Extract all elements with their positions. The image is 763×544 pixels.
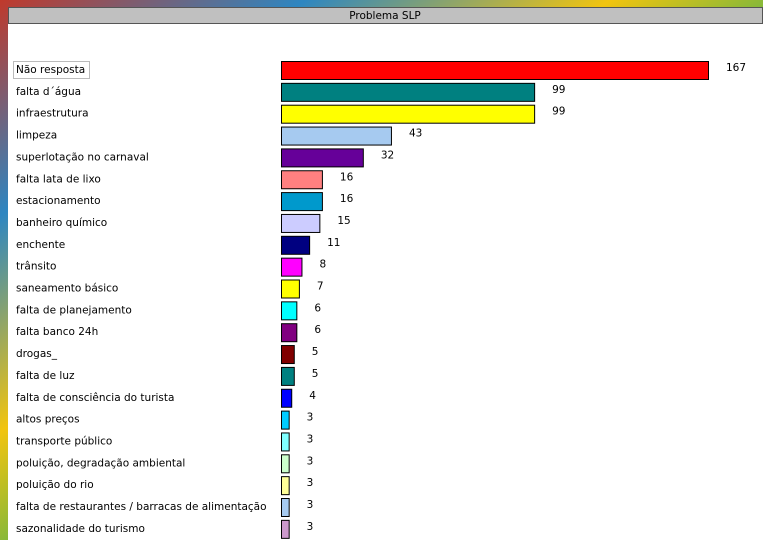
value-label: 6 <box>314 324 321 336</box>
value-label: 8 <box>319 259 326 271</box>
bar <box>281 476 290 496</box>
bar <box>281 279 300 299</box>
value-label: 3 <box>307 477 314 489</box>
value-label: 5 <box>312 368 319 380</box>
bar <box>281 301 298 321</box>
bar <box>281 454 290 474</box>
bar <box>281 170 323 190</box>
category-label: falta de luz <box>16 370 75 382</box>
value-label: 15 <box>337 215 350 227</box>
bar <box>281 61 709 80</box>
bar <box>281 366 295 386</box>
value-label: 3 <box>307 455 314 467</box>
value-label: 7 <box>317 281 324 293</box>
category-label: falta lata de lixo <box>16 173 101 185</box>
bar <box>281 192 323 212</box>
category-label: saneamento básico <box>16 283 118 295</box>
value-label: 32 <box>381 149 394 161</box>
bar <box>281 82 536 102</box>
value-label: 99 <box>552 84 565 96</box>
value-label: 4 <box>309 390 316 402</box>
value-label: 3 <box>307 412 314 424</box>
value-label: 16 <box>340 171 354 183</box>
category-label: infraestrutura <box>16 108 89 120</box>
category-label: trânsito <box>16 261 56 273</box>
category-label: falta de restaurantes / barracas de alim… <box>16 501 267 513</box>
category-label: altos preços <box>16 414 80 426</box>
bar <box>281 213 321 233</box>
category-label: enchente <box>16 239 65 251</box>
value-label: 99 <box>552 106 565 118</box>
focus-box <box>13 61 90 79</box>
category-label: banheiro químico <box>16 217 107 229</box>
category-label: limpeza <box>16 130 57 142</box>
chart-title: Problema SLP <box>349 10 421 22</box>
category-label: sazonalidade do turismo <box>16 523 145 535</box>
value-label: 11 <box>327 237 340 249</box>
bar <box>281 388 293 408</box>
category-label: falta de consciência do turista <box>16 392 174 404</box>
value-label: 3 <box>307 499 314 511</box>
bar <box>281 519 290 539</box>
bar <box>281 257 303 277</box>
bar <box>281 410 290 430</box>
value-label: 167 <box>726 62 746 74</box>
category-label: falta de planejamento <box>16 304 132 316</box>
category-label: falta banco 24h <box>16 326 98 338</box>
bar <box>281 345 295 365</box>
bar <box>281 148 364 168</box>
value-label: 43 <box>409 128 422 140</box>
category-label: drogas_ <box>16 348 58 360</box>
bar <box>281 104 536 124</box>
value-label: 16 <box>340 193 354 205</box>
category-label: poluição do rio <box>16 479 94 491</box>
bar <box>281 432 290 452</box>
category-label: estacionamento <box>16 195 101 207</box>
value-label: 3 <box>307 433 314 445</box>
category-label: poluição, degradação ambiental <box>16 457 185 469</box>
category-label: transporte público <box>16 435 112 447</box>
category-label: superlotação no carnaval <box>16 151 149 163</box>
category-label: Não resposta <box>16 64 85 76</box>
value-label: 5 <box>312 346 319 358</box>
bar <box>281 498 290 517</box>
category-label: falta d´água <box>16 86 81 98</box>
bar <box>281 235 311 255</box>
bar <box>281 126 392 146</box>
value-label: 6 <box>314 302 321 314</box>
bar <box>281 323 298 343</box>
value-label: 3 <box>307 521 314 533</box>
